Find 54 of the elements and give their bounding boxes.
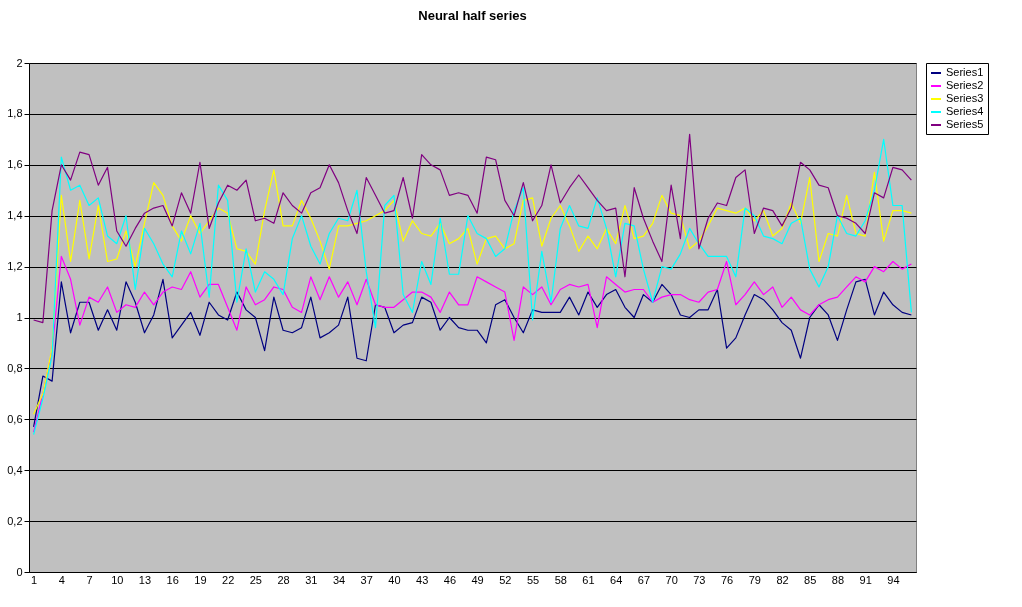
y-tick-label: 2	[16, 56, 23, 69]
x-tick-label: 94	[887, 573, 900, 586]
y-tick-label: 1,2	[7, 260, 23, 273]
y-tick-label: 1,8	[7, 107, 23, 120]
y-tick-label: 1,6	[7, 158, 23, 171]
x-tick-label: 55	[526, 573, 540, 586]
x-tick-label: 76	[720, 573, 734, 586]
x-tick-label: 49	[471, 573, 484, 586]
x-tick-label: 73	[693, 573, 706, 586]
x-tick-label: 25	[249, 573, 262, 586]
x-tick-label: 28	[277, 573, 290, 586]
legend-label: Series4	[946, 105, 984, 117]
x-tick-label: 61	[582, 573, 595, 586]
y-tick-label: 1,4	[7, 209, 23, 222]
line-series	[33, 133, 912, 324]
legend-label: Series3	[946, 92, 984, 104]
x-tick-label: 58	[554, 573, 567, 586]
x-tick-label: 67	[637, 573, 651, 586]
y-tick-label: 0,8	[7, 361, 23, 374]
line-series	[33, 138, 912, 436]
x-tick-label: 19	[194, 573, 207, 586]
line-series	[33, 278, 912, 428]
x-tick-label: 64	[610, 573, 623, 586]
x-tick-label: 82	[776, 573, 789, 586]
x-tick-label: 70	[665, 573, 678, 586]
y-tick-label: 0	[16, 565, 23, 578]
y-tick-label: 0,4	[7, 463, 23, 476]
x-tick-label: 16	[166, 573, 179, 586]
line-series	[33, 255, 912, 433]
y-tick-label: 1	[16, 311, 23, 323]
x-tick-label: 34	[332, 573, 346, 586]
y-tick-label: 0,6	[7, 412, 23, 425]
x-tick-label: 91	[859, 573, 872, 586]
x-tick-label: 52	[499, 573, 512, 586]
x-tick-label: 37	[360, 573, 373, 586]
x-tick-label: 79	[748, 573, 761, 586]
chart-title: Neural half series	[418, 8, 527, 23]
legend-label: Series5	[946, 118, 984, 130]
y-tick-label: 0,2	[7, 514, 23, 527]
line-series	[33, 169, 912, 415]
x-tick-label: 88	[831, 573, 845, 586]
x-tick-label: 46	[443, 573, 457, 586]
legend-label: Series1	[946, 66, 984, 78]
x-tick-label: 43	[416, 573, 429, 586]
x-tick-label: 22	[222, 573, 235, 586]
x-tick-label: 1	[31, 573, 38, 586]
x-tick-label: 7	[86, 573, 93, 586]
x-tick-label: 4	[58, 573, 65, 586]
x-tick-label: 13	[138, 573, 152, 586]
x-tick-label: 10	[111, 573, 124, 586]
x-tick-label: 40	[388, 573, 401, 586]
legend-label: Series2	[946, 79, 984, 91]
x-tick-label: 31	[305, 573, 318, 586]
x-tick-label: 85	[804, 573, 817, 586]
